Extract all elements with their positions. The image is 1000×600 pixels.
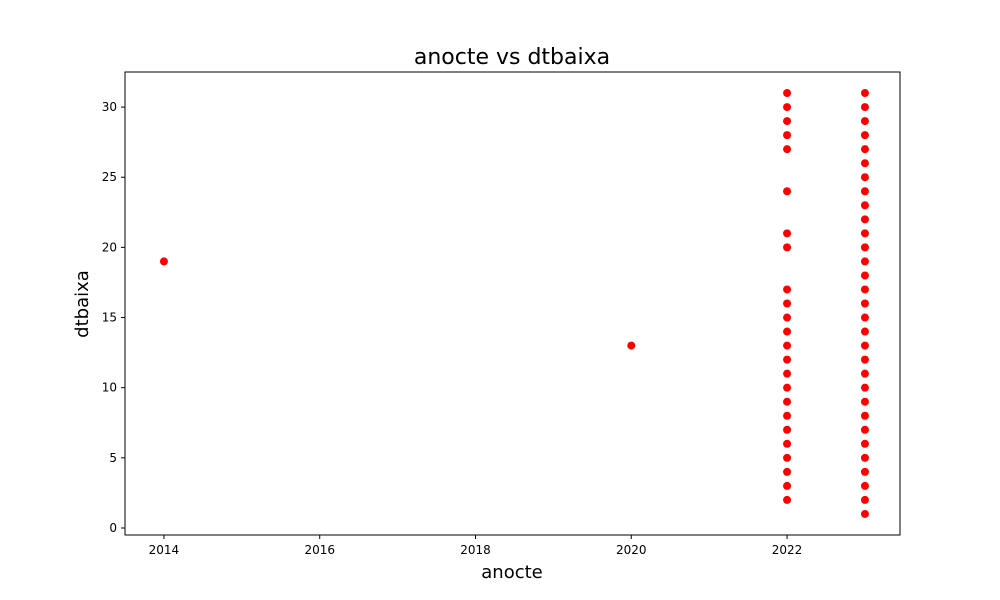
data-point — [783, 103, 792, 112]
data-point — [860, 383, 869, 392]
x-tick-label: 2014 — [149, 543, 180, 557]
data-point — [860, 271, 869, 280]
data-point — [860, 131, 869, 140]
data-point — [783, 187, 792, 196]
data-point — [159, 257, 168, 266]
data-point — [860, 285, 869, 294]
data-point — [783, 229, 792, 238]
data-point — [860, 313, 869, 322]
data-point — [783, 89, 792, 98]
data-point — [860, 117, 869, 126]
data-point — [860, 411, 869, 420]
x-tick-label: 2022 — [772, 543, 803, 557]
y-tick-label: 30 — [102, 100, 117, 114]
data-point — [860, 201, 869, 210]
data-point — [783, 467, 792, 476]
data-point — [860, 425, 869, 434]
data-point — [783, 341, 792, 350]
data-point — [783, 131, 792, 140]
data-point — [860, 187, 869, 196]
plot-area: 2014 2016 2018 2020 2022 0 5 10 15 20 25 30 — [102, 71, 901, 557]
y-tick-label: 0 — [109, 521, 117, 535]
data-point — [860, 103, 869, 112]
data-point — [783, 299, 792, 308]
y-tick-label: 20 — [102, 240, 117, 254]
data-point — [783, 453, 792, 462]
chart-title: anocte vs dtbaixa — [414, 45, 610, 70]
data-point — [783, 495, 792, 504]
y-tick-label: 5 — [109, 451, 117, 465]
data-point — [860, 467, 869, 476]
data-point — [860, 439, 869, 448]
data-point — [860, 495, 869, 504]
y-axis-label: dtbaixa — [72, 270, 93, 338]
data-point — [860, 145, 869, 154]
data-point — [783, 439, 792, 448]
data-point — [627, 341, 636, 350]
data-point — [783, 481, 792, 490]
data-point — [860, 215, 869, 224]
data-point — [783, 117, 792, 126]
x-tick-label: 2018 — [460, 543, 491, 557]
data-point — [783, 327, 792, 336]
data-point — [860, 453, 869, 462]
axes-frame — [124, 71, 901, 536]
y-tick-label: 10 — [102, 381, 117, 395]
data-point — [783, 355, 792, 364]
x-axis-label: anocte — [481, 562, 542, 583]
data-point — [860, 229, 869, 238]
data-point — [783, 285, 792, 294]
data-point — [860, 257, 869, 266]
data-point — [860, 397, 869, 406]
data-point — [860, 509, 869, 518]
data-point — [860, 243, 869, 252]
data-points — [159, 89, 869, 518]
data-point — [783, 313, 792, 322]
y-tick-label: 15 — [102, 311, 117, 325]
data-point — [783, 411, 792, 420]
data-point — [783, 397, 792, 406]
data-point — [783, 145, 792, 154]
data-point — [860, 369, 869, 378]
data-point — [783, 383, 792, 392]
data-point — [860, 173, 869, 182]
data-point — [860, 341, 869, 350]
data-point — [783, 369, 792, 378]
data-point — [860, 299, 869, 308]
data-point — [860, 481, 869, 490]
y-tick-label: 25 — [102, 170, 117, 184]
data-point — [860, 89, 869, 98]
data-point — [860, 355, 869, 364]
x-tick-label: 2020 — [616, 543, 647, 557]
data-point — [860, 327, 869, 336]
axis-ticks: 2014 2016 2018 2020 2022 0 5 10 15 20 25 30 — [102, 100, 803, 557]
data-point — [783, 243, 792, 252]
data-point — [860, 159, 869, 168]
x-tick-label: 2016 — [304, 543, 335, 557]
data-point — [783, 425, 792, 434]
